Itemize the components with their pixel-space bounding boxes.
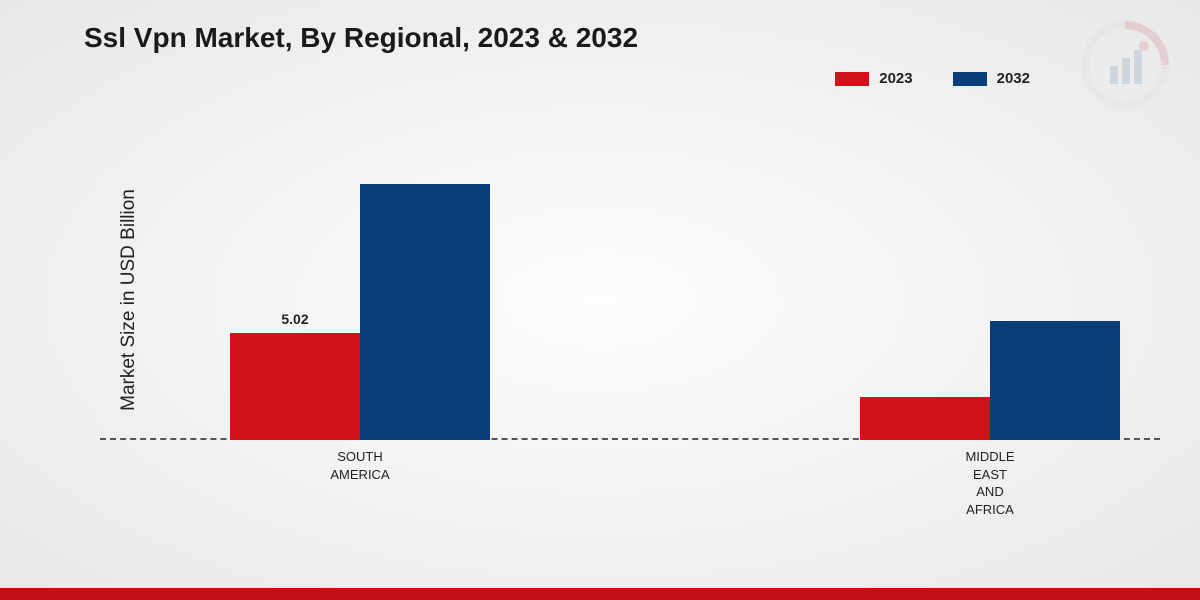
watermark-logo xyxy=(1080,20,1170,115)
legend-swatch-2023 xyxy=(835,72,869,86)
chart-plot-area: 5.02SOUTH AMERICA MIDDLE EAST AND AFRICA xyxy=(100,120,1160,440)
bar-value-label: 5.02 xyxy=(281,311,308,327)
chart-title: Ssl Vpn Market, By Regional, 2023 & 2032 xyxy=(84,22,638,54)
bar-group: 5.02SOUTH AMERICA xyxy=(230,184,490,440)
footer-accent-bar xyxy=(0,588,1200,600)
bar-2032 xyxy=(360,184,490,440)
bar-group: MIDDLE EAST AND AFRICA xyxy=(860,321,1120,440)
legend-label-2032: 2032 xyxy=(997,70,1030,87)
legend-item-2032: 2032 xyxy=(953,70,1030,87)
legend-item-2023: 2023 xyxy=(835,70,912,87)
category-label: SOUTH AMERICA xyxy=(330,440,389,483)
legend: 2023 2032 xyxy=(835,70,1030,87)
legend-swatch-2032 xyxy=(953,72,987,86)
legend-label-2023: 2023 xyxy=(879,70,912,87)
category-label: MIDDLE EAST AND AFRICA xyxy=(965,440,1014,518)
bar-2023: 5.02 xyxy=(230,333,360,440)
bar-2023 xyxy=(860,397,990,440)
bar-2032 xyxy=(990,321,1120,440)
